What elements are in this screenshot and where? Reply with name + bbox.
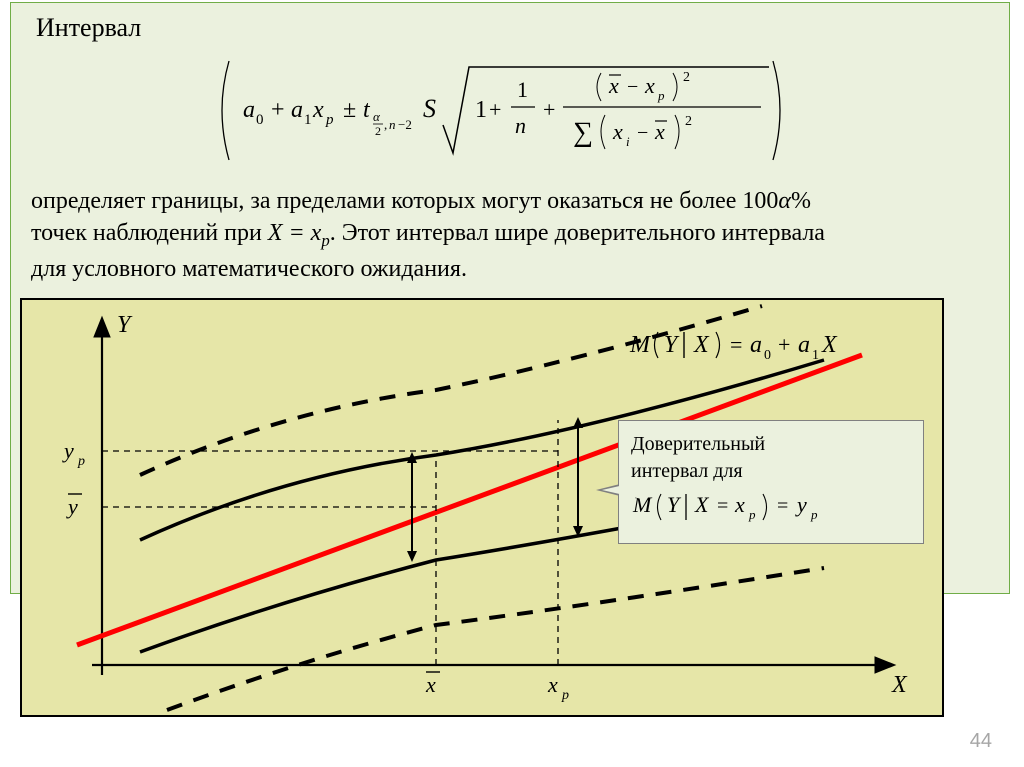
svg-text:0: 0 <box>256 112 264 128</box>
svg-text:x: x <box>608 73 619 98</box>
svg-text:x: x <box>312 97 324 123</box>
svg-text:2: 2 <box>685 114 692 129</box>
svg-text:i: i <box>626 134 630 149</box>
svg-text:a: a <box>291 97 303 123</box>
svg-text:x: x <box>547 672 558 697</box>
slide: Интервал a 0 + a 1 x p ± t α 2 , <box>0 0 1024 767</box>
svg-text:y: y <box>795 492 807 517</box>
svg-text:n: n <box>515 113 526 138</box>
svg-text:y: y <box>62 438 74 463</box>
svg-text:∑: ∑ <box>573 117 593 148</box>
svg-text:1: 1 <box>517 77 528 102</box>
prediction-interval-formula: a 0 + a 1 x p ± t α 2 , n −2 S <box>221 53 781 168</box>
para-3: для условного математического ожидания. <box>31 256 467 282</box>
svg-text:X: X <box>891 672 908 698</box>
alpha-expr: 100α% <box>742 188 811 214</box>
svg-text:−: − <box>637 122 648 144</box>
svg-text:t: t <box>363 97 371 123</box>
svg-text:x: x <box>612 119 623 144</box>
svg-text:2: 2 <box>683 70 690 85</box>
svg-text:0: 0 <box>764 348 771 363</box>
svg-text:p: p <box>77 454 85 469</box>
svg-text:X: X <box>694 492 710 517</box>
svg-text:a: a <box>798 332 810 358</box>
svg-text:p: p <box>561 688 569 703</box>
svg-text:±: ± <box>343 97 356 123</box>
callout-eqn: M Y X = x p = y p <box>631 489 911 531</box>
svg-text:x: x <box>425 672 436 697</box>
svg-text:1: 1 <box>812 348 819 363</box>
callout-line2: интервал для <box>631 458 911 485</box>
svg-text:x: x <box>734 492 745 517</box>
chart-panel: x x p y y p X Y M Y X = a 0 + a <box>20 298 944 717</box>
svg-text:S: S <box>423 94 436 123</box>
svg-text:X: X <box>693 332 710 358</box>
title: Интервал <box>36 13 141 43</box>
svg-text:=: = <box>777 495 788 517</box>
para-pre: определяет границы, за пределами которых… <box>31 188 742 214</box>
page-number: 44 <box>970 730 992 753</box>
svg-text:Y: Y <box>664 332 680 358</box>
svg-text:=: = <box>730 332 742 357</box>
svg-text:,: , <box>384 117 387 132</box>
svg-text:p: p <box>810 507 818 522</box>
description-paragraph: определяет границы, за пределами которых… <box>31 185 996 285</box>
svg-text:1: 1 <box>475 97 487 123</box>
svg-text:α: α <box>373 109 381 124</box>
svg-text:a: a <box>750 332 762 358</box>
svg-text:+: + <box>778 332 790 357</box>
svg-text:Y: Y <box>667 492 682 517</box>
svg-text:n: n <box>389 117 396 132</box>
svg-text:p: p <box>748 507 756 522</box>
para-2b: . Этот интервал шире доверительного инте… <box>330 220 825 246</box>
para-2a: точек наблюдений при <box>31 220 268 246</box>
svg-text:=: = <box>717 495 728 517</box>
svg-text:+: + <box>489 97 501 122</box>
svg-text:+: + <box>543 97 555 122</box>
svg-text:M: M <box>629 332 652 358</box>
svg-text:−2: −2 <box>398 117 412 132</box>
svg-text:a: a <box>243 97 255 123</box>
svg-text:p: p <box>657 88 665 103</box>
x-eq-xp: X = xp <box>268 220 330 246</box>
svg-text:x: x <box>644 73 655 98</box>
svg-text:1: 1 <box>304 112 312 128</box>
callout-box: Доверительный интервал для M Y X = x p =… <box>618 420 924 544</box>
callout-line1: Доверительный <box>631 431 911 458</box>
svg-text:p: p <box>325 112 334 128</box>
svg-text:Y: Y <box>117 312 133 338</box>
svg-text:X: X <box>821 332 838 358</box>
svg-text:x: x <box>654 119 665 144</box>
svg-text:−: − <box>627 76 638 98</box>
callout-leader-fill <box>602 480 646 500</box>
svg-text:+: + <box>271 97 285 123</box>
svg-text:y: y <box>66 494 78 519</box>
svg-text:2: 2 <box>375 124 381 138</box>
